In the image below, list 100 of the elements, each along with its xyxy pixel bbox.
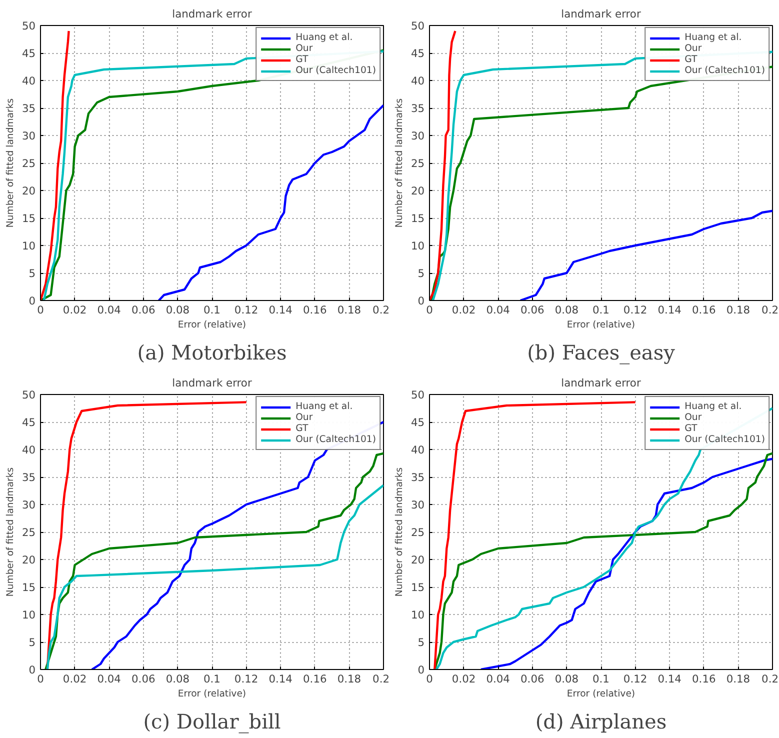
legend-label: Our (Caltech101)	[296, 434, 376, 445]
y-tick-label: 50	[410, 388, 425, 402]
y-tick-label: 40	[22, 444, 36, 456]
x-tick-label: 0.02	[452, 304, 476, 316]
x-tick-label: 0.02	[62, 304, 87, 316]
x-tick-label: 0.02	[62, 672, 87, 686]
x-tick-label: 0.18	[726, 672, 750, 686]
y-tick-label: 25	[22, 526, 36, 539]
x-tick-label: 0.04	[486, 672, 510, 686]
x-tick-label: 0.18	[726, 304, 750, 316]
x-tick-label: 0.16	[692, 672, 716, 686]
y-tick-label: 10	[410, 608, 425, 622]
y-tick-label: 40	[410, 74, 425, 88]
y-tick-label: 50	[22, 20, 36, 32]
x-tick-label: 0	[426, 304, 434, 316]
y-tick-label: 0	[28, 294, 36, 308]
y-tick-label: 5	[28, 636, 36, 649]
y-tick-label: 35	[410, 471, 425, 484]
x-axis-title: Error (relative)	[178, 688, 246, 700]
y-tick-label: 0	[28, 664, 36, 676]
y-tick-label: 0	[418, 664, 425, 676]
y-tick-label: 15	[22, 581, 36, 594]
y-tick-label: 15	[410, 581, 425, 594]
y-tick-label: 35	[22, 102, 36, 115]
x-axis-title: Error (relative)	[566, 688, 636, 700]
text: (c) Dollar_bill	[143, 710, 281, 734]
x-tick-label: 0.14	[658, 672, 682, 686]
legend-label: Huang et al.	[684, 401, 742, 412]
x-tick-label: 0.04	[97, 304, 122, 316]
x-tick-label: 0.12	[234, 672, 258, 686]
x-axis-title: Error (relative)	[178, 320, 246, 330]
x-tick-label: 0	[37, 672, 44, 686]
y-tick-label: 25	[22, 157, 36, 170]
x-tick-label: 0.06	[132, 304, 156, 316]
y-tick-label: 30	[22, 130, 36, 142]
y-tick-label: 5	[418, 267, 424, 280]
y-tick-label: 30	[22, 498, 36, 512]
x-tick-label: 0.02	[452, 672, 476, 686]
y-axis-title: Number of fitted landmarks	[4, 98, 16, 228]
y-tick-label: 45	[410, 416, 425, 429]
x-axis-title: Error (relative)	[566, 320, 636, 330]
x-tick-label: 0.04	[486, 304, 510, 316]
legend-label: Our (Caltech101)	[684, 434, 765, 445]
y-axis-title: Number of fitted landmarks	[394, 467, 405, 597]
legend-label: GT	[296, 423, 310, 434]
y-tick-label: 40	[22, 74, 36, 88]
y-tick-label: 25	[410, 526, 425, 539]
x-tick-label: 0.1	[592, 304, 610, 316]
y-tick-label: 45	[22, 47, 36, 60]
text: (b) Faces_easy	[527, 340, 676, 364]
x-tick-label: 0.12	[623, 304, 648, 316]
legend-label: Our	[684, 412, 703, 423]
x-tick-label: 0.1	[592, 672, 610, 686]
legend-label: Our (Caltech101)	[684, 65, 765, 76]
text: (d) Airplanes	[535, 710, 667, 734]
legend-label: GT	[296, 54, 310, 65]
x-tick-label: 0.2	[372, 304, 390, 316]
x-tick-label: 0.2	[762, 304, 779, 316]
x-tick-label: 0.16	[692, 304, 716, 316]
x-tick-label: 0.08	[166, 672, 190, 686]
y-tick-label: 5	[28, 267, 36, 280]
y-axis-title: Number of fitted landmarks	[4, 467, 16, 597]
x-tick-label: 0.14	[268, 304, 293, 316]
x-tick-label: 0.14	[658, 304, 682, 316]
x-tick-label: 0.12	[623, 672, 648, 686]
y-tick-label: 40	[410, 444, 425, 456]
x-tick-label: 0.14	[268, 672, 293, 686]
y-axis-title: Number of fitted landmarks	[394, 98, 405, 228]
y-tick-label: 30	[410, 498, 425, 512]
y-tick-label: 5	[418, 636, 424, 649]
x-tick-label: 0.1	[204, 672, 220, 686]
x-tick-label: 0.08	[554, 672, 579, 686]
y-tick-label: 10	[22, 608, 36, 622]
y-tick-label: 45	[22, 416, 36, 429]
y-tick-label: 30	[410, 130, 425, 142]
x-tick-label: 0.2	[372, 672, 390, 686]
y-tick-label: 20	[410, 554, 425, 566]
x-tick-label: 0.12	[234, 304, 258, 316]
x-tick-label: 0.1	[204, 304, 220, 316]
y-tick-label: 50	[410, 20, 425, 32]
y-tick-label: 25	[410, 157, 425, 170]
x-tick-label: 0.16	[303, 672, 327, 686]
y-tick-label: 20	[410, 184, 425, 198]
y-tick-label: 45	[410, 47, 425, 60]
y-tick-label: 35	[410, 102, 425, 115]
legend-label: Huang et al.	[296, 401, 353, 412]
x-tick-label: 0.06	[520, 672, 544, 686]
y-tick-label: 20	[22, 184, 36, 198]
legend-label: GT	[684, 54, 698, 65]
legend-label: Our	[296, 412, 314, 423]
x-tick-label: 0.04	[97, 672, 122, 686]
chart-title: landmark error	[561, 8, 642, 20]
x-tick-label: 0	[426, 672, 434, 686]
y-tick-label: 50	[22, 388, 36, 402]
legend-label: Our	[296, 43, 314, 54]
y-tick-label: 20	[22, 554, 36, 566]
y-tick-label: 10	[410, 240, 425, 252]
legend-label: Huang et al.	[296, 32, 353, 43]
y-tick-label: 0	[418, 294, 425, 308]
text: (a) Motorbikes	[137, 340, 287, 364]
